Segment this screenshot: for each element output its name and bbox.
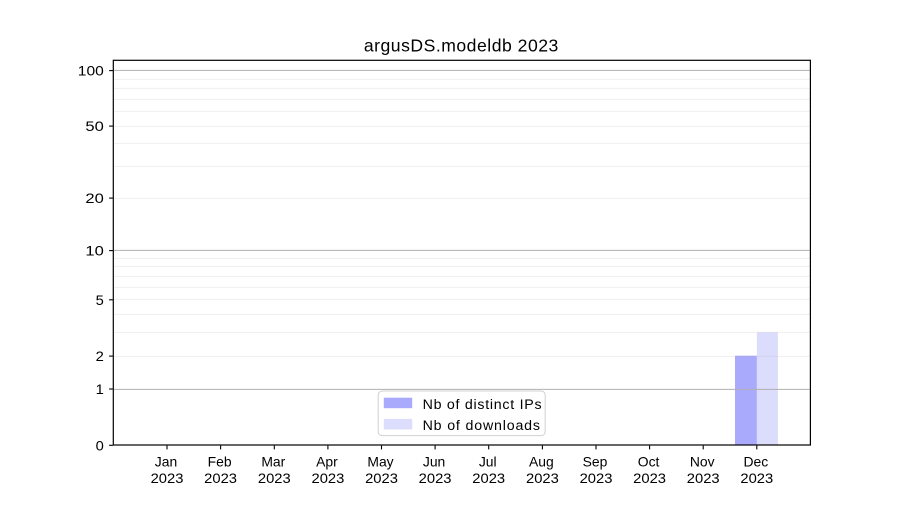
svg-text:Apr: Apr [316,453,338,469]
svg-text:0: 0 [96,437,104,453]
svg-text:Nb of distinct IPs: Nb of distinct IPs [423,397,542,413]
svg-text:Nb of downloads: Nb of downloads [423,418,540,434]
svg-text:Jan: Jan [155,453,177,469]
svg-text:2023: 2023 [526,470,559,486]
svg-text:2023: 2023 [580,470,613,486]
svg-text:5: 5 [96,292,104,308]
svg-text:2023: 2023 [151,470,184,486]
svg-text:Feb: Feb [208,453,232,469]
svg-text:1: 1 [96,381,104,397]
svg-text:10: 10 [85,243,104,259]
svg-text:2: 2 [96,348,104,364]
svg-text:2023: 2023 [419,470,452,486]
svg-text:Nov: Nov [690,453,715,469]
svg-text:Sep: Sep [583,453,608,469]
svg-text:Aug: Aug [529,453,554,469]
svg-text:50: 50 [85,118,104,134]
svg-text:2023: 2023 [204,470,237,486]
svg-text:2023: 2023 [472,470,505,486]
svg-text:Jun: Jun [423,453,445,469]
svg-text:Oct: Oct [638,453,660,469]
svg-text:Jul: Jul [479,453,497,469]
svg-text:2023: 2023 [740,470,773,486]
svg-text:2023: 2023 [312,470,345,486]
svg-text:Mar: Mar [261,453,285,469]
svg-text:May: May [367,453,393,469]
svg-text:argusDS.modeldb 2023: argusDS.modeldb 2023 [364,36,559,56]
svg-text:Dec: Dec [743,453,768,469]
svg-text:2023: 2023 [258,470,291,486]
svg-text:2023: 2023 [633,470,666,486]
svg-text:20: 20 [85,190,104,206]
svg-text:2023: 2023 [365,470,398,486]
svg-text:2023: 2023 [687,470,720,486]
svg-text:100: 100 [78,63,104,79]
